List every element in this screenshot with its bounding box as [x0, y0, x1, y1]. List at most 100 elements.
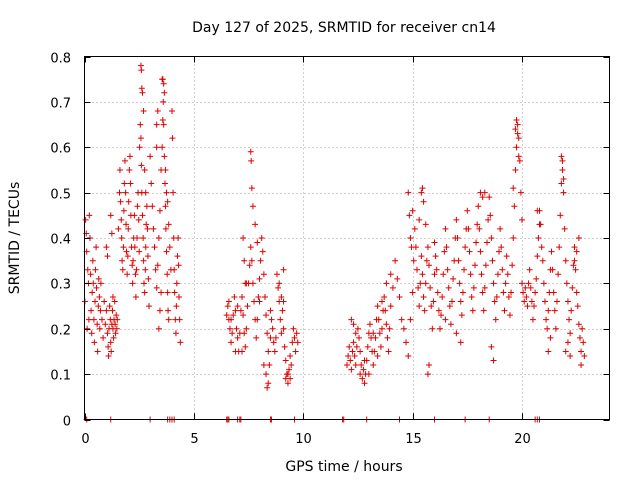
data-point [351, 352, 358, 359]
data-point [442, 225, 449, 232]
x-tick-label: 15 [405, 432, 422, 447]
data-point [539, 257, 546, 264]
data-point [90, 316, 97, 323]
data-point [398, 316, 405, 323]
data-point [517, 189, 524, 196]
data-point [267, 307, 274, 314]
data-point [288, 362, 295, 369]
data-point [229, 330, 236, 337]
data-point [579, 325, 586, 332]
data-point [454, 235, 461, 241]
data-point [503, 253, 510, 260]
data-point [127, 180, 134, 187]
x-tick-label: 5 [190, 432, 198, 447]
data-point [521, 298, 528, 305]
data-point [435, 307, 442, 314]
data-point [107, 212, 114, 219]
data-point [567, 352, 574, 359]
data-point [254, 316, 261, 323]
grid [84, 56, 610, 420]
data-point [575, 235, 582, 241]
data-point [477, 189, 484, 196]
data-point [514, 130, 521, 137]
data-point [82, 216, 89, 223]
data-point [105, 343, 112, 350]
data-point [467, 271, 474, 278]
data-point [411, 225, 418, 232]
data-point [492, 316, 499, 323]
data-point [484, 239, 490, 246]
data-point [420, 198, 427, 205]
data-point [527, 284, 534, 291]
data-point [465, 225, 472, 232]
data-point [512, 166, 519, 173]
y-tick-label: 0.3 [50, 278, 71, 293]
data-point [129, 262, 136, 269]
data-point [578, 348, 585, 355]
data-point [405, 352, 412, 359]
data-point [170, 189, 177, 196]
data-point [352, 362, 359, 369]
data-point [371, 348, 378, 355]
data-point [559, 157, 566, 164]
data-point [540, 280, 547, 287]
data-point [265, 348, 272, 355]
data-point [132, 271, 139, 278]
data-point [560, 176, 567, 183]
data-point [434, 289, 441, 296]
data-point [160, 121, 167, 128]
data-point [554, 298, 560, 305]
data-point [265, 380, 272, 387]
data-point [251, 298, 258, 305]
data-point [525, 280, 532, 287]
data-point [571, 244, 578, 251]
data-point [409, 207, 416, 214]
y-tick-label: 0.7 [50, 97, 71, 112]
data-point [528, 298, 535, 305]
data-point [419, 185, 426, 192]
data-point [234, 334, 241, 341]
data-point [567, 330, 574, 337]
data-point [533, 275, 540, 282]
data-point [418, 189, 425, 196]
data-point [514, 121, 521, 128]
data-point [156, 307, 163, 314]
data-point [561, 225, 568, 232]
data-point [241, 257, 248, 264]
data-point [545, 307, 552, 314]
data-point [419, 271, 426, 278]
data-point [153, 121, 160, 128]
data-point [161, 153, 168, 160]
data-point [462, 244, 469, 251]
data-point [175, 235, 182, 241]
data-point [261, 293, 268, 300]
data-point [155, 325, 162, 332]
data-point [89, 289, 96, 296]
y-tick-label: 0.1 [50, 369, 71, 384]
data-point [276, 280, 283, 287]
data-point [569, 284, 576, 291]
data-point [436, 325, 443, 332]
data-point [499, 266, 506, 273]
data-point [230, 312, 237, 319]
data-point [159, 144, 166, 151]
data-point [148, 180, 155, 187]
data-point [574, 303, 581, 310]
data-point [488, 343, 495, 350]
y-tick-label: 0.8 [50, 52, 71, 67]
data-point [469, 307, 476, 314]
data-point [260, 271, 267, 278]
data-point [107, 339, 114, 346]
data-point [432, 253, 439, 260]
data-point [162, 203, 169, 210]
data-point [240, 312, 247, 319]
data-point [580, 339, 587, 346]
data-point [254, 239, 261, 246]
data-point [550, 289, 557, 296]
data-point [575, 321, 582, 328]
data-point [289, 339, 296, 346]
data-point [162, 225, 169, 232]
data-point [149, 203, 156, 210]
data-point [545, 348, 552, 355]
data-point [538, 244, 545, 251]
